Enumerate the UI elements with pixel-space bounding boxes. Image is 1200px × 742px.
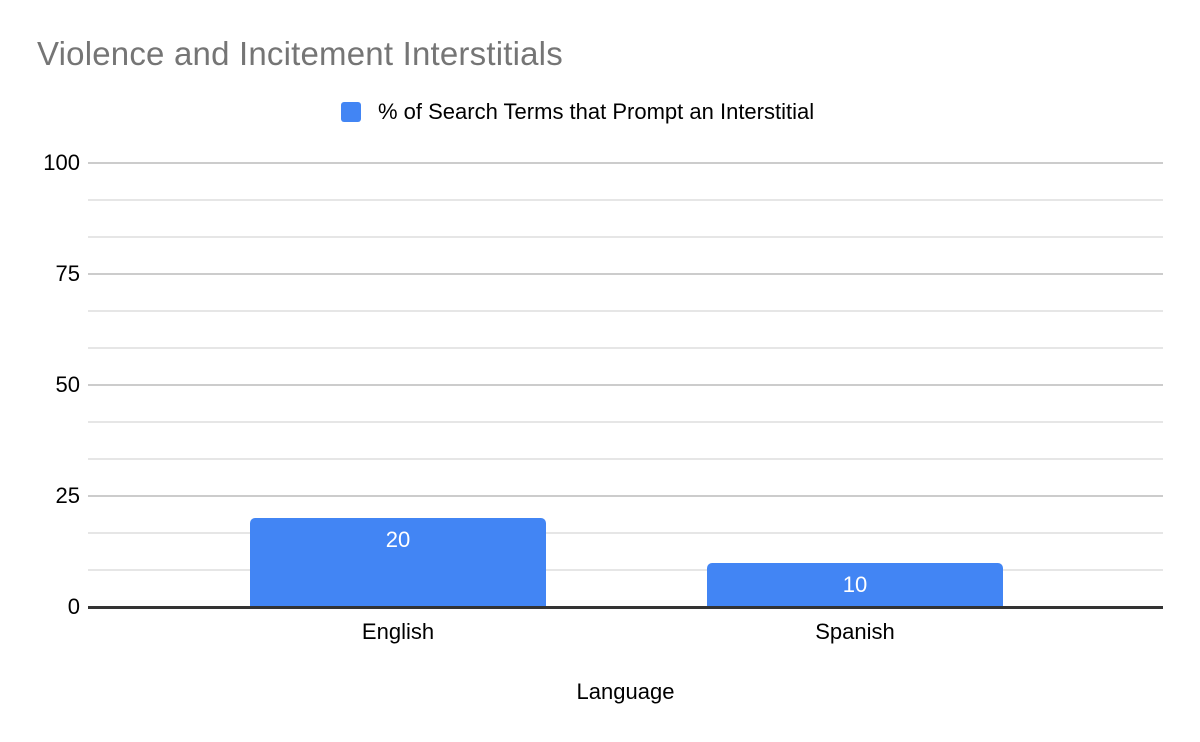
major-gridline xyxy=(88,384,1163,386)
bar-spanish[interactable] xyxy=(707,562,1003,607)
chart-title: Violence and Incitement Interstitials xyxy=(37,35,563,72)
bar-value-label: 10 xyxy=(842,571,868,597)
minor-gridline xyxy=(88,310,1163,312)
y-tick-label: 75 xyxy=(55,261,80,286)
y-tick-label: 0 xyxy=(67,594,80,619)
minor-gridline xyxy=(88,458,1163,460)
major-gridline xyxy=(88,495,1163,497)
bar-value-label: 20 xyxy=(385,527,411,553)
minor-gridline xyxy=(88,236,1163,238)
y-tick-label: 25 xyxy=(55,483,80,508)
bar-english[interactable] xyxy=(250,518,546,607)
minor-gridline xyxy=(88,421,1163,423)
minor-gridline xyxy=(88,569,1163,571)
y-tick-label: 100 xyxy=(43,150,80,175)
y-tick-label: 50 xyxy=(55,372,80,397)
legend-label: % of Search Terms that Prompt an Interst… xyxy=(378,99,815,124)
x-axis-title: Language xyxy=(576,679,675,704)
minor-gridline xyxy=(88,347,1163,349)
legend-item[interactable]: % of Search Terms that Prompt an Interst… xyxy=(341,100,814,124)
plot-area: 20 10 xyxy=(88,162,1163,607)
x-category-label-spanish: Spanish xyxy=(815,619,895,644)
major-gridline xyxy=(88,273,1163,275)
minor-gridline xyxy=(88,532,1163,534)
x-category-label-english: English xyxy=(361,619,435,644)
legend-swatch-icon xyxy=(341,102,361,122)
minor-gridline xyxy=(88,199,1163,201)
x-axis-line xyxy=(88,606,1163,609)
major-gridline xyxy=(88,162,1163,164)
